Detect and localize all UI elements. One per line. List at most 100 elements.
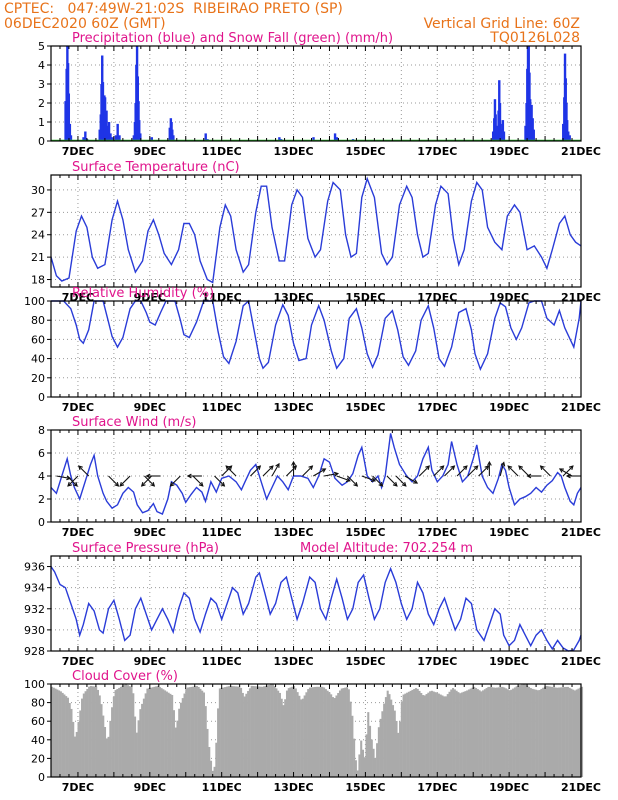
temp-frame xyxy=(50,174,582,288)
cloud-bar xyxy=(107,736,110,777)
rh-ytick-label: 40 xyxy=(31,353,45,366)
cloud-xtick-label: 17DEC xyxy=(417,781,457,794)
cloud-bar xyxy=(374,757,377,777)
cloud-bar xyxy=(543,686,546,777)
cloud-bar xyxy=(287,688,290,777)
cloud-bar xyxy=(489,686,492,777)
cloud-bar xyxy=(224,687,227,777)
cloud-bar xyxy=(96,689,99,777)
rh-xtick-label: 15DEC xyxy=(345,401,385,414)
cloud-bar xyxy=(232,686,236,777)
temp-ytick-label: 18 xyxy=(31,274,45,287)
cloud-bar xyxy=(314,686,317,777)
cloud-bar xyxy=(331,697,334,777)
precip-bar xyxy=(333,133,337,141)
cloud-bar xyxy=(111,707,114,777)
cloud-bar xyxy=(353,738,356,777)
cloud-bar xyxy=(400,701,403,777)
cloud-bar xyxy=(187,687,190,777)
cloud-bar xyxy=(351,715,354,777)
cloud-bar xyxy=(328,692,331,777)
cloud-bar xyxy=(167,692,170,777)
cloud-bar xyxy=(356,770,359,777)
cloud-bar xyxy=(542,687,545,777)
cloud-bar xyxy=(420,692,423,777)
cloud-bar xyxy=(157,685,160,777)
cloud-bar xyxy=(393,710,396,777)
wind-arrow xyxy=(108,475,119,487)
cloud-bar xyxy=(526,685,529,777)
cloud-bar xyxy=(444,696,448,777)
cloud-bar xyxy=(446,694,449,777)
pres-xtick-label: 17DEC xyxy=(417,655,457,668)
cloud-bar xyxy=(93,686,96,777)
cloud-bar xyxy=(467,689,470,777)
cloud-bar xyxy=(172,710,175,777)
cloud-bar xyxy=(388,694,391,777)
wind-ytick-label: 6 xyxy=(38,447,45,460)
cloud-bar xyxy=(259,686,262,777)
cloud-bar xyxy=(277,690,280,777)
cloud-bar xyxy=(520,684,523,777)
cloud-bar xyxy=(422,695,425,777)
precip-bar xyxy=(138,120,141,141)
cloud-bar xyxy=(476,689,479,777)
cloud-bar xyxy=(179,702,183,777)
precip-panel xyxy=(47,45,582,142)
cloud-bar xyxy=(538,690,541,777)
cloud-bar xyxy=(241,692,244,777)
cloud-bar xyxy=(227,686,230,777)
wind-arrow xyxy=(313,468,326,477)
cloud-bar xyxy=(533,689,536,777)
wind-arrow xyxy=(386,475,398,487)
cloud-bar xyxy=(194,686,197,777)
cloud-bar xyxy=(210,760,213,777)
cloud-bar xyxy=(144,693,147,777)
cloud-bar xyxy=(266,685,269,777)
header-grid-note: Vertical Grid Line: 60Z xyxy=(423,16,580,32)
cloud-bar xyxy=(95,686,98,777)
cloud-bar xyxy=(333,698,336,777)
cloud-bar xyxy=(411,689,414,777)
cloud-bar xyxy=(550,686,554,777)
cloud-bar xyxy=(566,686,569,777)
cloud-frame xyxy=(50,683,582,778)
cloud-bar xyxy=(222,687,225,777)
wind-arrow-head xyxy=(268,465,274,471)
temp-ytick-label: 24 xyxy=(31,229,45,242)
temp-title: Surface Temperature (nC) xyxy=(72,160,240,175)
precip-bar xyxy=(502,131,506,141)
wind-arrow xyxy=(499,462,505,477)
cloud-bar xyxy=(255,686,258,777)
cloud-bar xyxy=(164,690,167,777)
precip-xtick-label: 11DEC xyxy=(202,145,242,158)
cloud-bar xyxy=(360,740,363,777)
cloud-bar xyxy=(338,690,342,777)
rh-xtick-label: 21DEC xyxy=(561,401,601,414)
cloud-bar xyxy=(65,696,68,777)
cloud-bar xyxy=(552,687,555,777)
precip-xtick-label: 17DEC xyxy=(417,145,457,158)
pres-xtick-label: 19DEC xyxy=(489,655,529,668)
rh-xtick-label: 17DEC xyxy=(417,401,457,414)
cloud-xtick-label: 21DEC xyxy=(561,781,601,794)
cloud-bar xyxy=(556,687,559,777)
cloud-bar xyxy=(181,698,184,777)
cloud-bar xyxy=(263,686,266,777)
cloud-bar xyxy=(540,688,543,777)
cloud-bar xyxy=(149,687,152,777)
cloud-bar xyxy=(575,689,578,777)
cloud-bar xyxy=(319,686,322,777)
precip-bar xyxy=(114,135,118,141)
cloud-panel xyxy=(47,683,584,778)
wind-arrow-head xyxy=(186,473,192,479)
wind-ytick-label: 8 xyxy=(38,424,45,437)
cloud-bar xyxy=(462,691,465,777)
wind-arrow-head xyxy=(526,473,532,479)
cloud-bar xyxy=(432,691,435,777)
wind-arrow xyxy=(221,465,232,477)
cloud-bar xyxy=(270,684,273,777)
cloud-bar xyxy=(248,688,251,777)
cloud-bar xyxy=(298,695,301,777)
